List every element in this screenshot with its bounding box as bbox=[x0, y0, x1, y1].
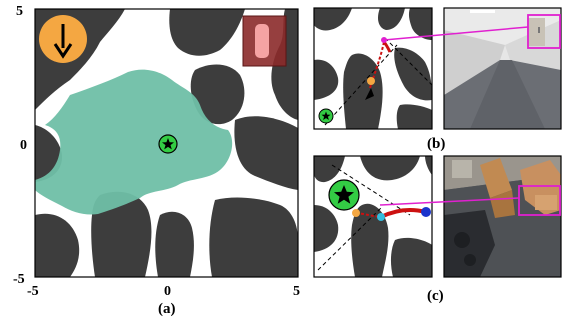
target-bounding-box bbox=[518, 185, 561, 216]
target-bounding-box bbox=[527, 14, 561, 49]
y-tick-label: 5 bbox=[16, 4, 23, 19]
correspondence-link bbox=[379, 197, 520, 206]
agent-arrow-icon bbox=[365, 88, 374, 100]
x-tick-label: 0 bbox=[164, 284, 171, 299]
goal-star-icon bbox=[158, 134, 178, 154]
obstacle-region bbox=[155, 211, 194, 277]
waypoint-marker bbox=[352, 209, 360, 217]
obstacle-region bbox=[169, 9, 245, 56]
correspondence-link bbox=[383, 26, 529, 41]
target-highlight bbox=[255, 24, 269, 58]
goal-star-icon bbox=[318, 108, 334, 124]
panel-a-map bbox=[35, 9, 298, 277]
explored-region bbox=[35, 69, 233, 215]
panel-a-label: (a) bbox=[158, 301, 176, 317]
panel-b-label: (b) bbox=[427, 136, 445, 152]
panel-b-map bbox=[314, 8, 432, 129]
y-tick-label: -5 bbox=[13, 272, 25, 287]
x-tick-label: 5 bbox=[293, 284, 300, 299]
panel-c-photo bbox=[444, 156, 561, 277]
panel-a-frame bbox=[34, 8, 299, 278]
obstacle-region bbox=[190, 64, 245, 125]
obstacle-region bbox=[35, 213, 80, 277]
panel-c-label: (c) bbox=[427, 288, 444, 304]
obstacle-region bbox=[209, 197, 298, 277]
obstacle-region bbox=[234, 116, 298, 190]
panel-b-photo bbox=[444, 8, 561, 129]
x-tick-label: -5 bbox=[27, 284, 39, 299]
goal-star-icon bbox=[328, 179, 360, 211]
agent-position-marker bbox=[421, 207, 431, 217]
y-tick-label: 0 bbox=[20, 138, 27, 153]
heading-arrow-icon bbox=[39, 15, 87, 63]
waypoint-marker bbox=[367, 77, 375, 85]
waypoint-marker bbox=[377, 213, 385, 221]
obstacle-region bbox=[91, 191, 152, 277]
panel-c-map bbox=[314, 156, 432, 277]
